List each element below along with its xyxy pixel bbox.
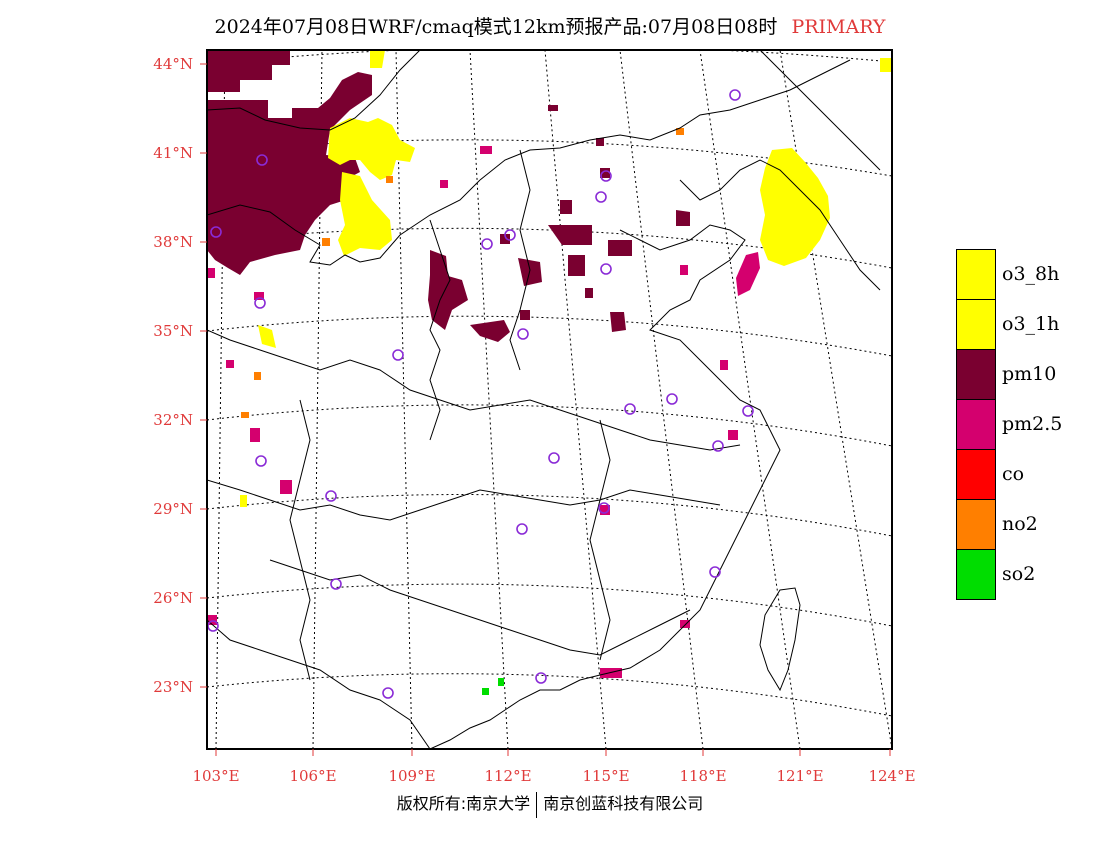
legend-swatch (956, 349, 996, 400)
lon-label: 106°E (289, 767, 336, 785)
legend-label: pm10 (1002, 363, 1057, 385)
legend-label: no2 (1002, 513, 1038, 535)
lon-label: 124°E (868, 767, 915, 785)
lat-label: 44°N (153, 55, 193, 73)
map-title: 2024年07月08日WRF/cmaq模式12km预报产品:07月08日08时 P… (0, 12, 1100, 39)
lon-label: 121°E (776, 767, 823, 785)
lat-label: 41°N (153, 144, 193, 162)
primary-tag: PRIMARY (791, 16, 886, 38)
lon-label: 103°E (192, 767, 239, 785)
so2-patches (482, 678, 504, 695)
lon-label: 112°E (484, 767, 531, 785)
latitude-axis: 44°N 41°N 38°N 35°N 32°N 29°N 26°N 23°N (153, 55, 207, 696)
footer-left: 版权所有:南京大学 (396, 794, 531, 813)
legend-swatch (956, 449, 996, 500)
map-frame (206, 49, 893, 750)
lat-label: 23°N (153, 678, 193, 696)
legend-swatch (956, 499, 996, 550)
legend-swatch (956, 299, 996, 350)
pm25-patches (207, 146, 760, 678)
lat-label: 29°N (153, 500, 193, 518)
legend-label: o3_1h (1002, 313, 1060, 335)
footer-divider (536, 791, 538, 818)
legend-label: o3_8h (1002, 263, 1060, 285)
legend-swatch (956, 249, 996, 300)
longitude-axis: 103°E 106°E 109°E 112°E 115°E 118°E 121°… (192, 749, 916, 785)
longitude-lines (215, 50, 892, 749)
legend-label: co (1002, 463, 1025, 485)
footer-right: 南京创蓝科技有限公司 (543, 794, 704, 813)
lon-label: 109°E (388, 767, 435, 785)
ozone-patches (240, 50, 892, 507)
lat-label: 26°N (153, 589, 193, 607)
lat-label: 32°N (153, 411, 193, 429)
lon-label: 115°E (582, 767, 629, 785)
lat-label: 35°N (153, 322, 193, 340)
legend-swatch (956, 399, 996, 450)
copyright-footer: 版权所有:南京大学 南京创蓝科技有限公司 (0, 790, 1100, 818)
legend-swatch (956, 549, 996, 600)
boundary-lines (207, 50, 881, 749)
title-text: 2024年07月08日WRF/cmaq模式12km预报产品:07月08日08时 (214, 16, 778, 38)
legend-label: so2 (1002, 563, 1036, 585)
city-markers (207, 89, 754, 699)
lon-label: 118°E (679, 767, 726, 785)
map-content (207, 50, 892, 749)
lat-label: 38°N (153, 233, 193, 251)
no2-patches (241, 128, 684, 418)
pm10-patches (207, 50, 690, 342)
legend-label: pm2.5 (1002, 413, 1063, 435)
